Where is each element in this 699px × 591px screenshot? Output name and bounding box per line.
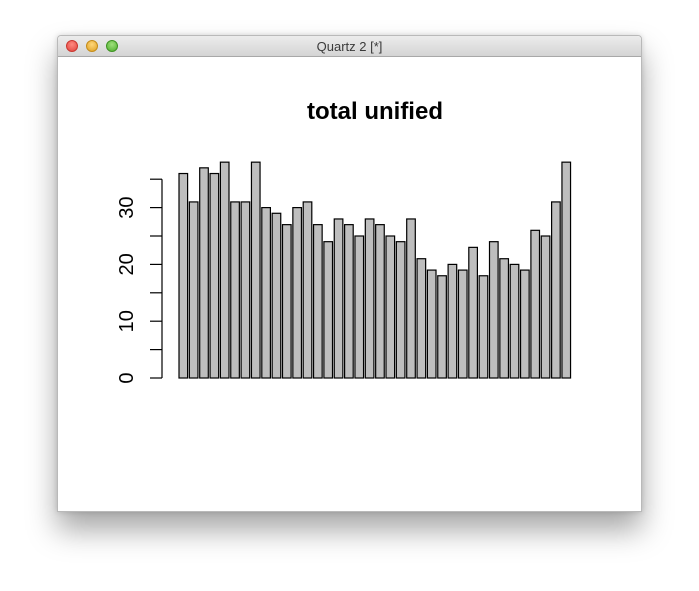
bar: [344, 224, 354, 379]
bar: [478, 275, 489, 379]
bar: [416, 258, 427, 379]
bar-chart: total unified 0 10 20 30: [116, 98, 572, 384]
bar: [209, 172, 220, 379]
y-tick-label: 0: [116, 372, 138, 383]
window-title: Quartz 2 [*]: [316, 39, 383, 54]
y-axis: 0 10 20 30: [116, 178, 163, 384]
bar: [437, 275, 447, 379]
bar: [457, 269, 468, 379]
bar: [519, 269, 530, 379]
bar: [499, 258, 510, 379]
bar: [561, 161, 572, 379]
bars-group: [178, 161, 572, 379]
bar: [488, 241, 499, 379]
bar: [540, 235, 551, 379]
bar: [354, 235, 365, 379]
bar: [509, 263, 520, 379]
quartz-window: Quartz 2 [*] total unified 0 10 20 30: [57, 35, 642, 512]
bar: [281, 224, 292, 379]
bar: [375, 224, 385, 379]
bar: [385, 235, 396, 379]
bar: [395, 241, 406, 379]
chart-title: total unified: [307, 98, 443, 125]
bar: [292, 207, 303, 379]
bar: [333, 218, 344, 379]
minimize-window-button[interactable]: [86, 40, 98, 52]
bar: [551, 201, 561, 379]
window-titlebar[interactable]: Quartz 2 [*]: [58, 36, 641, 57]
bar: [364, 218, 375, 379]
close-window-button[interactable]: [66, 40, 78, 52]
zoom-window-button[interactable]: [106, 40, 118, 52]
bar: [240, 201, 251, 379]
y-tick-label: 10: [116, 310, 138, 332]
bar: [312, 224, 323, 379]
y-tick-label: 30: [116, 196, 138, 218]
bar: [250, 161, 261, 379]
bar: [406, 218, 416, 379]
bar: [219, 161, 230, 379]
bar: [261, 207, 272, 379]
plot-area: total unified 0 10 20 30: [58, 57, 641, 511]
bar: [178, 172, 189, 379]
bar: [447, 263, 458, 379]
bar: [230, 201, 240, 379]
bar: [271, 212, 282, 379]
bar: [323, 241, 334, 379]
bar: [468, 246, 478, 379]
bar: [530, 229, 541, 379]
bar: [302, 201, 313, 379]
bar: [426, 269, 437, 379]
bar: [199, 167, 209, 379]
y-tick-label: 20: [116, 253, 138, 275]
bar: [188, 201, 199, 379]
